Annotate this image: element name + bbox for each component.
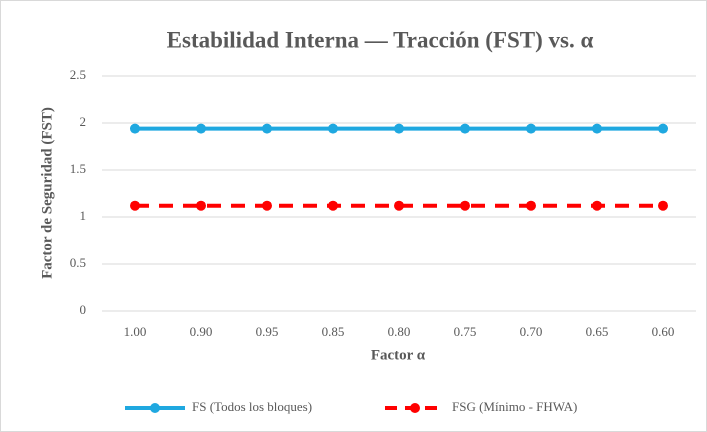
series-marker <box>262 123 272 134</box>
legend-label: FSG (Mínimo - FHWA) <box>452 399 577 414</box>
y-tick-label: 0.5 <box>70 255 86 270</box>
y-tick-label: 1 <box>80 208 87 223</box>
x-axis-title: Factor α <box>371 347 426 363</box>
series-marker <box>196 200 206 211</box>
series-marker <box>130 123 140 134</box>
x-tick-label: 0.85 <box>322 324 345 339</box>
series-marker <box>526 200 536 211</box>
x-tick-label: 1.00 <box>124 324 147 339</box>
legend-marker <box>410 403 420 413</box>
series-marker <box>262 200 272 211</box>
series-marker <box>196 123 206 134</box>
series-marker <box>460 123 470 134</box>
series-marker <box>394 200 404 211</box>
x-tick-label: 0.75 <box>454 324 477 339</box>
series-marker <box>328 200 338 211</box>
x-tick-label: 0.60 <box>652 324 675 339</box>
x-tick-label: 0.65 <box>586 324 609 339</box>
y-tick-label: 2.5 <box>70 67 86 82</box>
y-tick-label: 1.5 <box>70 161 86 176</box>
series-marker <box>394 123 404 134</box>
x-tick-label: 0.70 <box>520 324 543 339</box>
series-marker <box>328 123 338 134</box>
x-tick-label: 0.95 <box>256 324 279 339</box>
y-tick-label: 0 <box>80 302 87 317</box>
x-tick-label: 0.80 <box>388 324 411 339</box>
legend-label: FS (Todos los bloques) <box>192 399 312 414</box>
series-marker <box>592 200 602 211</box>
series-marker <box>460 200 470 211</box>
series-marker <box>526 123 536 134</box>
series-marker <box>130 200 140 211</box>
y-axis-title: Factor de Seguridad (FST) <box>39 107 55 279</box>
chart-title: Estabilidad Interna — Tracción (FST) vs.… <box>167 27 594 52</box>
y-tick-label: 2 <box>80 114 87 129</box>
legend-marker <box>150 403 160 413</box>
series-marker <box>658 200 668 211</box>
series-marker <box>592 123 602 134</box>
x-tick-label: 0.90 <box>190 324 213 339</box>
series-marker <box>658 123 668 134</box>
